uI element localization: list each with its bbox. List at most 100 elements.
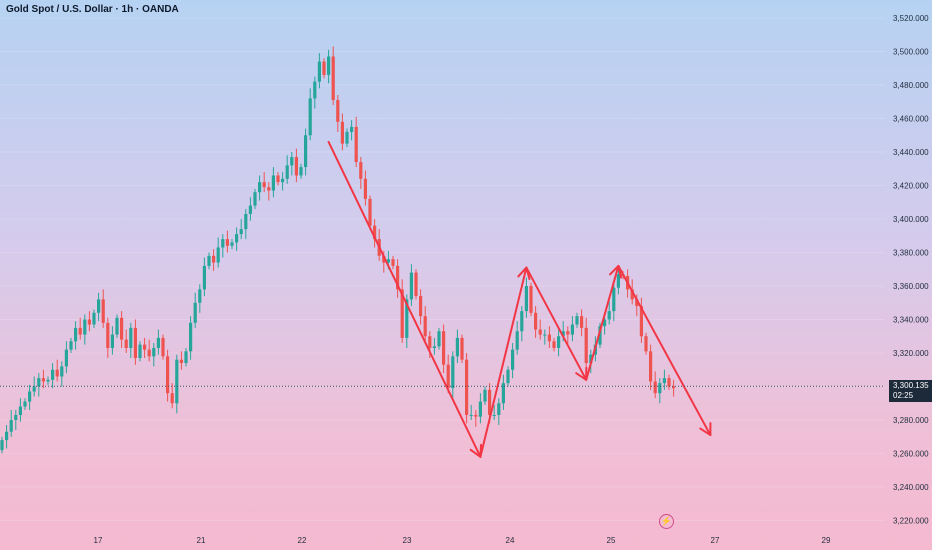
candle-body xyxy=(78,327,82,335)
candle-body xyxy=(267,187,271,191)
candle xyxy=(170,383,174,409)
candle xyxy=(41,369,45,389)
candle-body xyxy=(497,403,501,415)
candle-body xyxy=(221,239,225,248)
candle-body xyxy=(313,81,317,99)
candle-body xyxy=(212,255,216,263)
candle xyxy=(474,409,478,427)
candle xyxy=(110,326,114,355)
candle xyxy=(497,398,501,426)
candle-body xyxy=(9,420,13,432)
candle-body xyxy=(322,61,326,75)
candle-body xyxy=(64,349,68,367)
candle-body xyxy=(603,319,607,327)
candle-body xyxy=(437,331,441,347)
candle xyxy=(644,332,648,355)
candle xyxy=(281,172,285,191)
candle xyxy=(368,195,372,230)
y-tick-label: 3,520.000 xyxy=(893,14,929,23)
candle-body xyxy=(290,157,294,166)
candle-body xyxy=(294,157,298,176)
candle-body xyxy=(170,393,174,404)
candle xyxy=(639,297,643,343)
candle-body xyxy=(400,289,404,338)
candle-body xyxy=(455,337,459,357)
candle xyxy=(566,326,570,345)
candle xyxy=(207,252,211,270)
candle xyxy=(129,322,133,359)
candle-body xyxy=(244,213,248,230)
candle xyxy=(451,351,455,399)
candle-body xyxy=(156,337,160,348)
candle xyxy=(32,376,36,397)
candle xyxy=(455,329,459,364)
candle-body xyxy=(0,440,4,451)
candle xyxy=(423,306,427,342)
candle xyxy=(400,279,404,343)
candle xyxy=(557,329,561,357)
candle xyxy=(363,170,367,206)
candle-body xyxy=(474,414,478,417)
candle xyxy=(64,341,68,374)
candle xyxy=(5,425,9,449)
candle-body xyxy=(55,369,59,377)
candle-body xyxy=(446,364,450,389)
candle-body xyxy=(120,317,124,340)
candle xyxy=(221,234,225,258)
candle xyxy=(143,337,147,359)
candle-body xyxy=(575,316,579,325)
candle-body xyxy=(23,401,27,407)
candle xyxy=(492,404,496,420)
candle xyxy=(662,369,666,390)
x-tick-label: 25 xyxy=(607,536,616,545)
x-tick-label: 29 xyxy=(822,536,831,545)
candle-body xyxy=(179,359,183,364)
candle xyxy=(262,172,266,193)
candle-body xyxy=(382,255,386,263)
candle-body xyxy=(152,347,156,357)
candle-body xyxy=(612,287,616,312)
candle xyxy=(552,337,556,352)
candle xyxy=(547,326,551,348)
candle-body xyxy=(124,339,128,348)
annotation-arrow[interactable] xyxy=(479,266,531,458)
candle-body xyxy=(386,259,390,263)
candle xyxy=(166,349,170,402)
candles xyxy=(0,46,676,454)
candle xyxy=(304,128,308,176)
candle-body xyxy=(138,344,142,359)
candle-body xyxy=(501,383,505,404)
candle-body xyxy=(419,296,423,317)
candle-body xyxy=(423,316,427,337)
candle xyxy=(672,379,676,397)
candle-body xyxy=(667,378,671,387)
candle-body xyxy=(616,274,620,288)
annotation-arrow[interactable] xyxy=(327,140,483,458)
candle xyxy=(524,277,528,318)
candle xyxy=(115,314,119,338)
candle xyxy=(87,311,91,332)
candle xyxy=(322,58,326,79)
candle xyxy=(432,337,436,355)
candle xyxy=(120,311,124,348)
candle xyxy=(23,398,27,410)
lightning-icon[interactable]: ⚡ xyxy=(659,514,674,529)
annotation-arrow[interactable] xyxy=(617,264,712,437)
candle-body xyxy=(198,289,202,303)
candle-body xyxy=(225,239,229,246)
candle xyxy=(396,259,400,298)
candle-body xyxy=(331,56,335,101)
y-tick-label: 3,400.000 xyxy=(893,215,929,224)
candle-body xyxy=(74,327,78,342)
candle-body xyxy=(520,311,524,332)
candle-body xyxy=(37,378,41,387)
x-tick-label: 22 xyxy=(298,536,307,545)
candle-body xyxy=(115,317,119,335)
arrow-shaft xyxy=(585,264,620,381)
candle-body xyxy=(483,389,487,402)
candle xyxy=(253,188,257,209)
candle xyxy=(202,257,206,297)
candle-body xyxy=(524,286,528,312)
candle xyxy=(469,404,473,420)
